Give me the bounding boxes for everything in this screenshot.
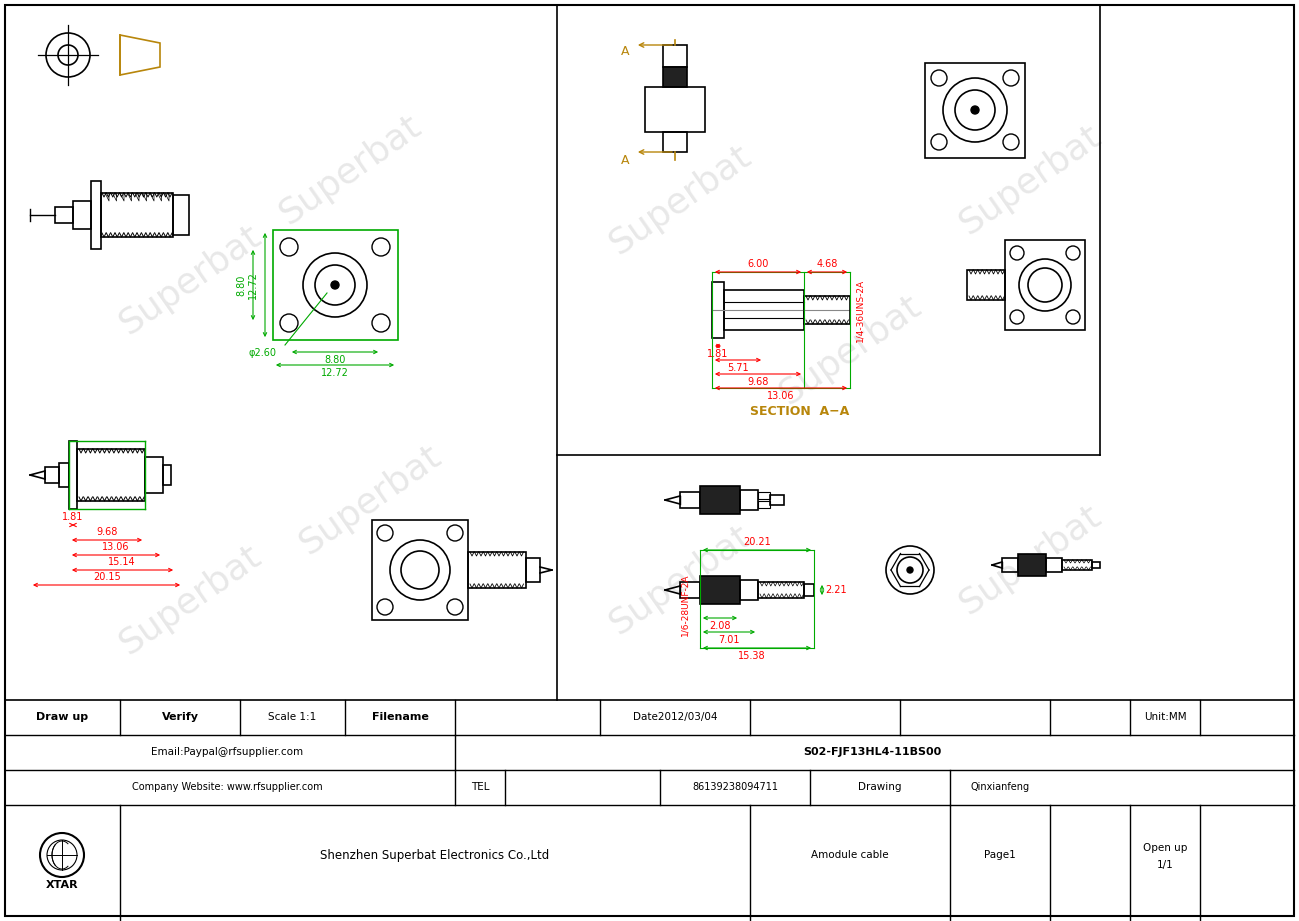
Text: 2.21: 2.21 [825, 585, 847, 595]
Text: 1.81: 1.81 [62, 512, 83, 522]
Text: 13.06: 13.06 [768, 391, 795, 401]
Bar [58, 463, 69, 487]
Text: TEL: TEL [470, 782, 490, 792]
Text: XTAR: XTAR [45, 880, 78, 890]
Text: Amodule cable: Amodule cable [811, 850, 889, 860]
Bar [759, 501, 770, 508]
Text: 5.71: 5.71 [727, 363, 748, 373]
Bar [273, 230, 397, 340]
Bar [45, 467, 58, 483]
Text: 13.06: 13.06 [103, 542, 130, 552]
Text: 20.15: 20.15 [94, 572, 121, 582]
Bar [759, 582, 804, 598]
Text: 7.01: 7.01 [718, 635, 739, 645]
Text: Company Website: www.rfsupplier.com: Company Website: www.rfsupplier.com [131, 782, 322, 792]
Bar [1018, 554, 1046, 576]
Bar [73, 201, 91, 229]
Bar [145, 457, 162, 493]
Bar [468, 552, 526, 588]
Text: Superbat: Superbat [773, 289, 927, 411]
Bar [679, 492, 700, 508]
Text: 8.80: 8.80 [325, 355, 346, 365]
Text: 12.72: 12.72 [248, 271, 259, 299]
Text: 8.80: 8.80 [236, 274, 246, 296]
Text: A: A [621, 154, 629, 167]
Text: Superbat: Superbat [113, 219, 268, 341]
Text: 9.68: 9.68 [96, 527, 118, 537]
Text: Qinxianfeng: Qinxianfeng [970, 782, 1030, 792]
Text: Draw up: Draw up [36, 712, 88, 722]
Text: 1/4-36UNS-2A: 1/4-36UNS-2A [856, 278, 865, 342]
Bar [1002, 558, 1018, 572]
Bar [770, 495, 785, 505]
Text: 86139238094711: 86139238094711 [692, 782, 778, 792]
Bar [759, 492, 770, 499]
Circle shape [331, 281, 339, 289]
Bar [173, 195, 188, 235]
Text: Open up: Open up [1143, 843, 1187, 853]
Bar [101, 193, 173, 237]
Bar [804, 296, 850, 324]
Text: Superbat: Superbat [952, 119, 1107, 241]
Text: 12.72: 12.72 [321, 368, 349, 378]
Text: S02-FJF13HL4-11BS00: S02-FJF13HL4-11BS00 [803, 747, 940, 757]
Bar [77, 449, 145, 501]
Bar [1046, 558, 1063, 572]
Bar [740, 490, 759, 510]
Text: φ2.60: φ2.60 [249, 348, 277, 358]
Bar [740, 580, 759, 600]
Bar [804, 584, 814, 596]
Text: 6.00: 6.00 [747, 259, 769, 269]
Text: Superbat: Superbat [113, 539, 268, 661]
Text: Scale 1:1: Scale 1:1 [268, 712, 316, 722]
Bar [925, 63, 1025, 158]
Bar [966, 270, 1005, 300]
Bar [1092, 562, 1100, 568]
Text: Date2012/03/04: Date2012/03/04 [633, 712, 717, 722]
Bar [646, 87, 705, 132]
Text: A: A [621, 45, 629, 59]
Bar [662, 67, 687, 87]
Text: 1.81: 1.81 [708, 349, 729, 359]
Text: Email:Paypal@rfsupplier.com: Email:Paypal@rfsupplier.com [151, 747, 303, 757]
Text: 2.08: 2.08 [709, 621, 731, 631]
Bar [700, 486, 740, 514]
Text: Page1: Page1 [985, 850, 1016, 860]
Bar [700, 576, 740, 604]
Text: 15.14: 15.14 [108, 557, 136, 567]
Bar [91, 181, 101, 249]
Text: 1/1: 1/1 [1156, 860, 1173, 870]
Bar [662, 132, 687, 152]
Text: 4.68: 4.68 [816, 259, 838, 269]
Text: Superbat: Superbat [603, 139, 757, 262]
Bar [679, 582, 700, 598]
Text: 9.68: 9.68 [747, 377, 769, 387]
Bar [372, 520, 468, 620]
Text: Shenzhen Superbat Electronics Co.,Ltd: Shenzhen Superbat Electronics Co.,Ltd [321, 848, 549, 861]
Circle shape [907, 567, 913, 573]
Text: Superbat: Superbat [603, 519, 757, 641]
Text: 1/6-28UNF-2A: 1/6-28UNF-2A [681, 574, 690, 636]
Text: 15.38: 15.38 [738, 651, 766, 661]
Bar [662, 45, 687, 67]
Text: Superbat: Superbat [273, 109, 427, 231]
Text: Superbat: Superbat [292, 438, 447, 561]
Bar [712, 282, 724, 338]
Bar [1005, 240, 1085, 330]
Bar [69, 441, 77, 509]
Text: Drawing: Drawing [859, 782, 902, 792]
Bar [162, 465, 171, 485]
Bar [526, 558, 540, 582]
Text: Filename: Filename [372, 712, 429, 722]
Text: Unit:MM: Unit:MM [1143, 712, 1186, 722]
Text: 20.21: 20.21 [743, 537, 770, 547]
Bar [1063, 560, 1092, 570]
Text: Superbat: Superbat [952, 499, 1107, 621]
Bar [724, 290, 804, 330]
Circle shape [970, 106, 979, 114]
Text: SECTION  A−A: SECTION A−A [751, 405, 850, 418]
Bar [55, 207, 73, 223]
Text: Verify: Verify [161, 712, 199, 722]
